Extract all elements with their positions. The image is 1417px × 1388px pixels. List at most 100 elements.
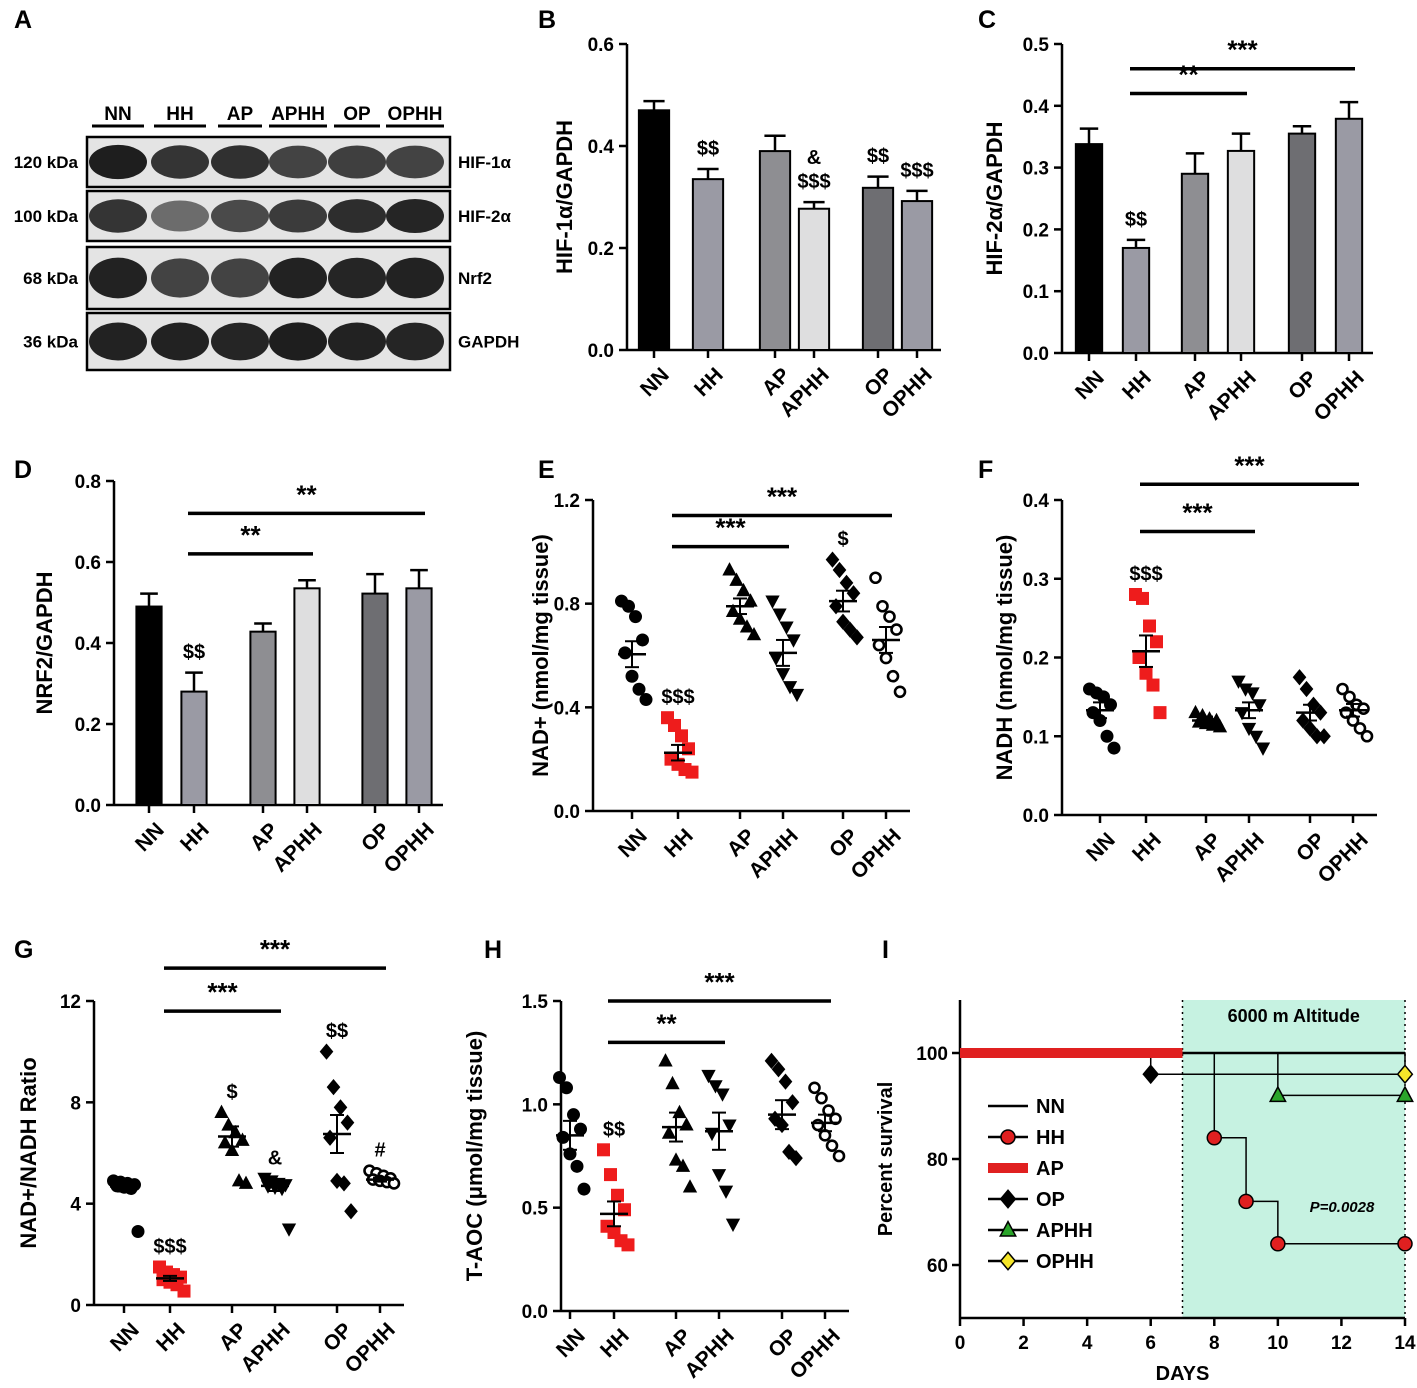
significance-marker: $$ [603, 1119, 625, 1141]
significance-marker: & [807, 147, 821, 169]
y-tick-label: 0.5 [1023, 35, 1050, 56]
data-point-op [333, 1099, 348, 1116]
x-tick-label: 2 [1018, 1333, 1029, 1354]
data-point-op [839, 574, 854, 592]
region-title: 6000 m Altitude [1228, 1006, 1360, 1026]
data-point-nn [1107, 741, 1121, 755]
y-axis-label: NAD+/NADH Ratio [16, 1057, 41, 1248]
blot-band [151, 258, 209, 298]
data-point-ophh [1360, 729, 1374, 743]
bar-ap [758, 150, 792, 351]
x-tick-label: NN [614, 824, 652, 862]
lane-label-op: OP [343, 104, 371, 125]
data-point-ap [675, 1158, 691, 1172]
x-tick-label: OP [1284, 366, 1322, 404]
data-point-hh [1143, 619, 1156, 633]
kda-label: 36 kDa [23, 333, 78, 352]
panel-letter-h: H [484, 936, 502, 964]
data-point-hh [604, 1168, 617, 1182]
data-point-op [825, 551, 840, 568]
significance-marker: & [268, 1147, 282, 1169]
y-tick-label: 12 [60, 992, 81, 1013]
data-point-op [323, 1129, 337, 1146]
data-point-op [832, 561, 847, 579]
data-point-ophh [825, 1139, 839, 1152]
data-point-hh [1146, 678, 1160, 692]
data-point-aphh [718, 1185, 734, 1199]
blot-band [386, 145, 444, 179]
blot-strip-nrf2 [85, 245, 452, 311]
bracket-label: *** [767, 482, 798, 512]
x-tick-label: 0 [955, 1333, 966, 1354]
data-point-aphh [1238, 683, 1253, 697]
y-tick-label: 0.4 [588, 137, 615, 158]
chart-f: 0.0 0.1 0.2 0.3 0.4 NADH (nmol/mg tissue) NN HH… [992, 450, 1377, 888]
y-tick-label: 0.6 [75, 553, 101, 574]
data-point-op [764, 1052, 779, 1070]
bar-nn [637, 109, 671, 351]
data-point-hh [1139, 666, 1153, 680]
x-axis-label: DAYS [1156, 1363, 1210, 1385]
y-tick-label: 0.4 [1023, 97, 1050, 118]
data-point-nn [622, 599, 635, 613]
x-tick-label: APHH [268, 818, 326, 876]
data-point-aphh [704, 1127, 720, 1142]
bracket-label: *** [715, 513, 746, 543]
y-tick-label: 1.5 [522, 992, 549, 1013]
lane-label-ap: AP [227, 104, 254, 125]
data-point-ap [214, 1104, 229, 1118]
data-point-ophh [886, 669, 900, 683]
data-point-aphh [775, 668, 791, 682]
data-point-ap [1212, 719, 1228, 733]
data-point-hh [1136, 591, 1149, 605]
y-tick-label: 0.0 [522, 1302, 548, 1323]
y-tick-label: 0.2 [1023, 649, 1049, 670]
y-axis-label: T-AOC (μmol/mg tissue) [462, 1031, 487, 1282]
panel-letter-c: C [978, 6, 996, 34]
y-axis-label: HIF-2α/GAPDH [982, 121, 1007, 275]
y-tick-label: 0 [70, 1296, 81, 1317]
data-point-aphh [711, 1169, 727, 1183]
significance-marker: $ [226, 1081, 237, 1103]
bar-hh [1121, 246, 1151, 354]
data-point-ophh [1353, 722, 1367, 735]
blot-band [211, 322, 269, 361]
blot-band [328, 199, 386, 233]
x-tick-label: OPHH [1314, 828, 1373, 887]
data-point-aphh [1231, 675, 1246, 689]
data-point-ap [722, 562, 737, 576]
x-tick-label: NN [131, 818, 169, 856]
kda-label: 100 kDa [14, 207, 79, 226]
data-point-aphh [765, 595, 780, 609]
data-point-op [850, 629, 864, 646]
data-point-aphh [725, 1218, 741, 1232]
altitude-region [1182, 1000, 1405, 1318]
data-point-aphh [786, 634, 801, 648]
y-tick-label: 0.3 [1023, 159, 1049, 180]
data-point-ophh [1343, 690, 1356, 704]
y-axis-label: NADH (nmol/mg tissue) [992, 535, 1017, 781]
legend-label-ap: AP [1036, 1158, 1064, 1180]
data-point-ap [668, 1152, 684, 1166]
data-point-nn [567, 1108, 580, 1122]
data-point-ap [736, 582, 751, 597]
y-tick-label: 100 [916, 1044, 948, 1065]
significance-marker: $$$ [153, 1236, 186, 1258]
blot-band [328, 145, 386, 179]
x-tick-label: HH [1128, 828, 1166, 866]
survival-point-op [1142, 1064, 1160, 1085]
legend: NN HH AP OP APHH OPHH [988, 1096, 1094, 1273]
chart-i: 6000 m Altitude 0 2 4 6 8 10 12 14 60 80 100 DAYS Per… [875, 1000, 1416, 1385]
data-point-ophh [879, 651, 893, 665]
bracket-label: ** [240, 520, 261, 550]
bracket-label: ** [296, 479, 317, 509]
blot-strip-hif1 [85, 135, 452, 189]
blot-band [269, 257, 327, 299]
data-point-ap [661, 1125, 677, 1139]
western-blot-panel: NN HH AP APHH OP OPHH 120 kDa HIF-1α 100 kDa HIF-… [14, 104, 519, 372]
legend-marker-ophh [999, 1251, 1017, 1271]
data-point-ap [746, 626, 762, 641]
data-point-aphh [768, 652, 784, 666]
